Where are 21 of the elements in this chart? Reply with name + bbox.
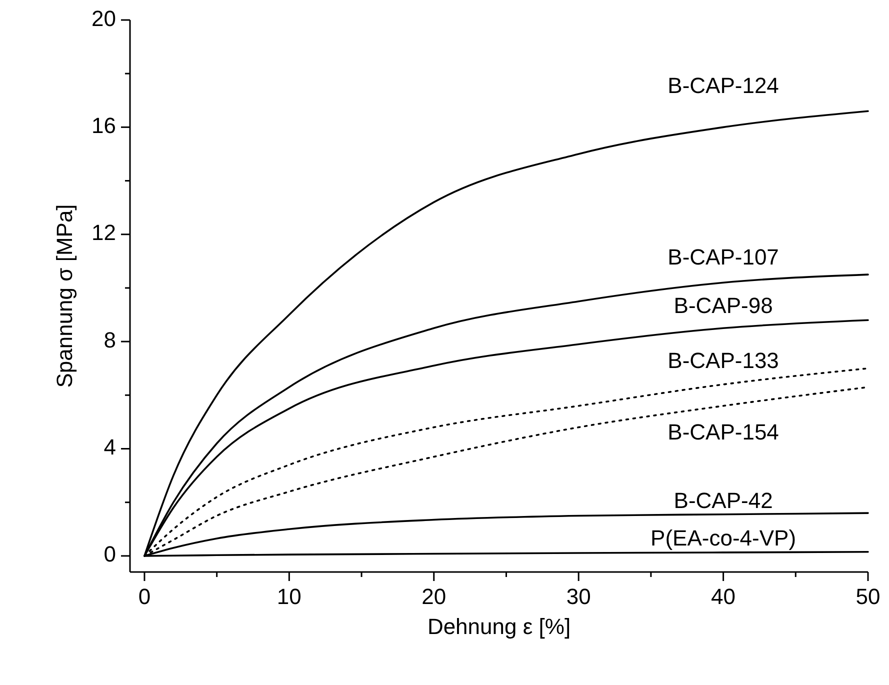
- series-label: P(EA-co-4-VP): [650, 525, 796, 550]
- x-tick-label: 50: [856, 584, 880, 609]
- x-tick-label: 10: [276, 584, 302, 609]
- y-axis-title: Spannung σ [MPa]: [52, 204, 77, 388]
- y-tick-label: 0: [104, 542, 116, 567]
- series-label: B-CAP-98: [674, 292, 773, 318]
- y-tick-label: 20: [92, 6, 116, 31]
- series-label: B-CAP-124: [668, 72, 779, 98]
- y-tick-label: 8: [104, 327, 116, 352]
- y-tick-label: 12: [92, 220, 116, 246]
- x-tick-label: 30: [566, 584, 591, 609]
- y-tick-label: 4: [104, 434, 116, 460]
- x-tick-label: 20: [422, 584, 446, 609]
- series-label: B-CAP-154: [668, 420, 779, 445]
- series-label: B-CAP-107: [668, 244, 779, 270]
- series-label: B-CAP-42: [674, 488, 773, 514]
- x-tick-label: 40: [711, 584, 736, 609]
- y-tick-label: 16: [92, 112, 116, 138]
- x-axis-title: Dehnung ε [%]: [427, 614, 571, 639]
- series-label: B-CAP-133: [668, 348, 779, 374]
- x-tick-label: 0: [138, 584, 151, 609]
